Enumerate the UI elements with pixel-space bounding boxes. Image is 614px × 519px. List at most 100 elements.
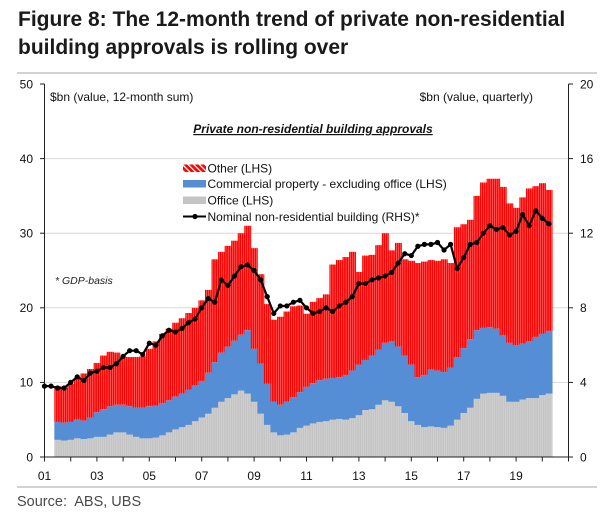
x-tick-label: 01 [38,469,52,483]
bar-other [224,245,232,347]
bar-office [539,395,546,457]
line-marker [310,310,316,316]
bar-office [283,434,291,457]
bar-stack [440,259,448,457]
bar-other [237,233,245,335]
figure-title: Figure 8: The 12-month trend of private … [18,8,566,59]
bar-office [126,434,134,457]
bar-other [460,224,468,349]
bar-commercial [349,370,357,419]
bar-office [178,427,186,457]
bar-commercial [342,374,350,420]
line-marker [487,223,493,229]
bar-commercial [460,348,468,413]
bar-stack [532,186,540,457]
bar-office [322,421,330,457]
bar-office [296,427,304,457]
bar-office [119,432,127,457]
bar-office [434,427,442,457]
legend-item-other: Other (LHS) [183,161,272,175]
line-marker [395,260,401,266]
line-marker [192,316,198,322]
bar-commercial [499,335,507,396]
bar-commercial [191,385,199,422]
bar-other [270,319,278,402]
bar-stack [231,240,239,457]
x-tick-label: 09 [247,469,261,483]
line-marker [264,294,270,300]
bar-other [67,383,75,422]
bar-stack [349,251,357,457]
bar-office [388,401,396,457]
bar-other [152,341,160,406]
bar-commercial [126,406,134,435]
bar-office [480,393,488,457]
left-tick-label: 50 [20,77,34,91]
bar-office [499,395,507,457]
stacked-bars [54,178,553,457]
bar-stack [67,383,75,457]
line-marker [421,241,427,247]
bar-other [198,300,206,381]
bar-other [525,188,533,342]
bar-office [159,435,167,457]
bar-stack [159,333,167,457]
bar-stack [309,301,317,457]
bar-other [480,182,488,328]
bar-office [414,424,422,457]
bar-commercial [434,370,442,428]
bar-stack [113,352,121,457]
bar-stack [506,203,514,457]
bar-stack [185,313,193,457]
legend: Other (LHS) Commercial property - exclud… [183,161,447,224]
bar-other [499,186,507,336]
bar-commercial [263,383,271,425]
bar-other [211,259,219,363]
bar-other [93,363,101,413]
bar-office [335,418,343,457]
bar-stack [290,306,298,457]
bar-commercial [146,406,153,439]
line-marker [362,280,369,287]
bar-other [440,259,448,372]
bar-commercial [119,404,127,433]
bar-stack [421,261,429,457]
bar-commercial [198,380,206,418]
bar-office [132,436,140,457]
line-marker [218,277,224,283]
x-tick-label: 17 [457,469,471,483]
bar-office [152,437,160,457]
line-marker [205,295,211,302]
top-rule [17,72,597,74]
bar-other [132,357,140,408]
bar-other [316,298,324,381]
bar-commercial [322,378,330,422]
line-marker [389,269,395,275]
line-marker [448,241,454,247]
right-tick-label: 20 [580,77,594,91]
bar-office [440,427,448,457]
bar-office [237,390,245,457]
bar-commercial [185,389,193,425]
bar-office [349,418,357,457]
bar-commercial [237,334,245,391]
line-marker [179,325,185,331]
line-marker [100,364,107,371]
bar-stack [80,373,88,457]
bar-office [342,419,350,457]
legend-label-commercial: Commercial property - excluding office (… [208,177,447,191]
bar-other [60,387,68,423]
bar-stack [322,294,330,457]
bar-stack [250,248,258,457]
bar-stack [539,183,546,457]
right-axis-title: $bn (value, quarterly) [420,90,533,104]
bar-commercial [218,352,226,402]
bar-other [434,260,442,371]
left-tick-label: 30 [20,227,34,241]
line-marker [336,303,342,309]
bar-office [381,400,389,457]
bar-other [146,348,153,407]
bar-stack [218,251,226,457]
bar-stack [453,227,461,457]
legend-label-nominal: Nominal non-residential building (RHS)* [208,210,420,224]
